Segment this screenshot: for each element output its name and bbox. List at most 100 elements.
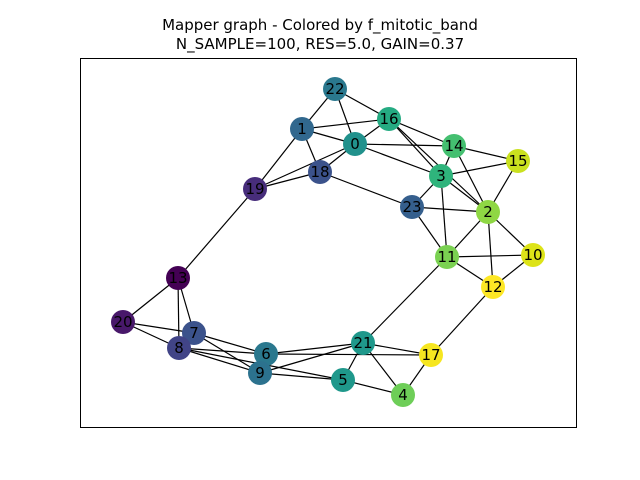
node-13: 13: [166, 266, 190, 290]
node-circle-18: [308, 160, 332, 184]
graph-subtitle: N_SAMPLE=100, RES=5.0, GAIN=0.37: [175, 35, 465, 53]
edge-7-6: [193, 332, 267, 355]
node-label-2: 2: [483, 203, 493, 221]
node-8: 8: [167, 336, 191, 360]
node-12: 12: [481, 275, 505, 299]
edge-12-17: [430, 286, 494, 356]
node-label-15: 15: [508, 152, 527, 170]
node-label-14: 14: [444, 137, 463, 155]
node-label-13: 13: [168, 269, 187, 287]
node-circle-12: [481, 275, 505, 299]
node-6: 6: [254, 342, 278, 366]
node-label-20: 20: [113, 313, 132, 331]
plot-frame: [80, 58, 577, 428]
node-18: 18: [308, 160, 332, 184]
node-14: 14: [442, 134, 466, 158]
edge-19-13: [177, 188, 256, 279]
node-2: 2: [476, 200, 500, 224]
edge-16-3: [388, 118, 442, 177]
node-label-6: 6: [261, 345, 271, 363]
node-4: 4: [391, 383, 415, 407]
edge-18-23: [319, 171, 413, 208]
edge-23-2: [411, 206, 489, 213]
node-circle-6: [254, 342, 278, 366]
node-circle-3: [429, 164, 453, 188]
node-label-16: 16: [379, 110, 398, 128]
edge-9-5: [259, 372, 344, 381]
node-label-5: 5: [338, 371, 348, 389]
node-label-11: 11: [437, 248, 456, 266]
node-10: 10: [521, 243, 545, 267]
node-circle-0: [343, 132, 367, 156]
edge-0-3: [354, 143, 442, 177]
node-label-17: 17: [421, 346, 440, 364]
node-22: 22: [323, 77, 347, 101]
node-label-23: 23: [402, 198, 421, 216]
node-circle-1: [290, 117, 314, 141]
node-label-4: 4: [398, 386, 408, 404]
edge-11-10: [446, 254, 534, 258]
node-0: 0: [343, 132, 367, 156]
node-label-21: 21: [353, 334, 372, 352]
node-circle-7: [182, 321, 206, 345]
node-19: 19: [243, 177, 267, 201]
edge-3-11: [440, 175, 448, 258]
edge-0-19: [254, 143, 356, 190]
node-circle-17: [419, 343, 443, 367]
node-16: 16: [377, 107, 401, 131]
node-label-7: 7: [189, 324, 199, 342]
node-label-8: 8: [174, 339, 184, 357]
node-label-22: 22: [325, 80, 344, 98]
node-7: 7: [182, 321, 206, 345]
node-label-19: 19: [245, 180, 264, 198]
edge-6-17: [265, 353, 432, 356]
node-3: 3: [429, 164, 453, 188]
node-1: 1: [290, 117, 314, 141]
node-9: 9: [248, 361, 272, 385]
graph-title: Mapper graph - Colored by f_mitotic_band: [162, 16, 478, 34]
node-circle-11: [435, 245, 459, 269]
node-label-12: 12: [483, 278, 502, 296]
node-circle-21: [351, 331, 375, 355]
edge-8-9: [178, 347, 261, 374]
node-15: 15: [506, 149, 530, 173]
edge-1-16: [301, 118, 390, 130]
edge-0-14: [354, 143, 455, 147]
edge-14-2: [453, 145, 489, 213]
edge-1-19: [254, 128, 303, 190]
node-circle-10: [521, 243, 545, 267]
node-17: 17: [419, 343, 443, 367]
edge-8-6: [178, 347, 267, 355]
node-21: 21: [351, 331, 375, 355]
node-circle-2: [476, 200, 500, 224]
edge-9-21: [259, 342, 364, 374]
node-circle-19: [243, 177, 267, 201]
node-23: 23: [400, 195, 424, 219]
node-circle-8: [167, 336, 191, 360]
node-circle-20: [111, 310, 135, 334]
edge-6-21: [265, 342, 364, 355]
node-5: 5: [331, 368, 355, 392]
node-circle-23: [400, 195, 424, 219]
node-circle-9: [248, 361, 272, 385]
edge-2-12: [487, 211, 494, 288]
node-circle-14: [442, 134, 466, 158]
node-circle-4: [391, 383, 415, 407]
node-label-0: 0: [350, 135, 360, 153]
edge-11-21: [362, 256, 448, 344]
node-label-9: 9: [255, 364, 265, 382]
node-circle-22: [323, 77, 347, 101]
node-circle-13: [166, 266, 190, 290]
edge-3-15: [440, 160, 519, 177]
node-label-3: 3: [436, 167, 446, 185]
node-20: 20: [111, 310, 135, 334]
node-label-18: 18: [310, 163, 329, 181]
node-11: 11: [435, 245, 459, 269]
node-circle-16: [377, 107, 401, 131]
node-circle-5: [331, 368, 355, 392]
edge-7-9: [193, 332, 261, 374]
node-circle-15: [506, 149, 530, 173]
node-label-1: 1: [297, 120, 307, 138]
